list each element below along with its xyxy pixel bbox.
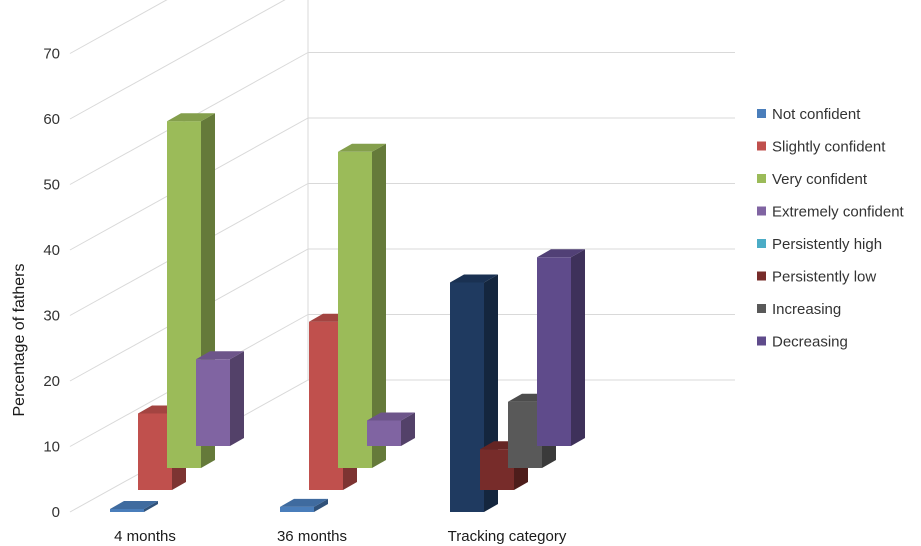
legend-label: Extremely confident — [772, 204, 905, 221]
category-label: 36 months — [277, 528, 347, 545]
bar-4m-extremely-confident-side — [230, 351, 244, 446]
bar-4m-not-confident — [110, 501, 158, 512]
legend-swatch — [757, 109, 766, 118]
bar-36m-extremely-confident-front — [367, 420, 401, 446]
legend-label: Very confident — [772, 171, 868, 188]
legend-label: Decreasing — [772, 334, 848, 351]
bar-tracking-decreasing — [537, 249, 585, 446]
legend-item: Persistently high — [757, 236, 882, 253]
bar-tracking-decreasing-top — [537, 249, 585, 258]
legend-item: Decreasing — [757, 334, 848, 351]
legend-label: Persistently high — [772, 236, 882, 253]
bar-tracking-persistently-high-top — [450, 274, 498, 283]
legend-label: Not confident — [772, 106, 861, 123]
bar-36m-not-confident-front — [280, 506, 314, 512]
y-tick-label: 60 — [43, 111, 60, 128]
y-axis-label: Percentage of fathers — [11, 264, 28, 417]
y-tick-label: 30 — [43, 308, 60, 325]
bar-36m-extremely-confident — [367, 412, 415, 446]
y-tick-label: 70 — [43, 46, 60, 63]
bar-36m-not-confident-side — [314, 498, 328, 512]
legend-swatch — [757, 336, 766, 346]
legend-swatch — [757, 206, 766, 216]
legend-swatch — [757, 304, 766, 313]
bar-tracking-decreasing-side — [571, 249, 585, 446]
legend-label: Persistently low — [772, 269, 876, 286]
category-labels: 4 months 36 months Tracking category — [114, 528, 567, 545]
legend-item: Extremely confident — [757, 204, 905, 221]
legend-item: Very confident — [757, 171, 868, 188]
y-tick-label: 0 — [52, 504, 60, 521]
bar-36m-not-confident — [280, 498, 328, 512]
legend-swatch — [757, 271, 766, 281]
bar-36m-very-confident-front — [338, 151, 372, 469]
y-axis-ticks: 0 10 20 30 40 50 60 70 — [43, 46, 60, 522]
legend-item: Slightly confident — [757, 139, 886, 156]
bar-36m-very-confident-top — [338, 143, 386, 152]
legend-label: Slightly confident — [772, 139, 886, 156]
bar-tracking-persistently-high-front — [450, 282, 484, 512]
bar-4m-extremely-confident-front — [196, 359, 230, 446]
category-label: Tracking category — [448, 528, 567, 545]
legend-swatch — [757, 239, 766, 248]
bar-tracking-increasing-front — [508, 401, 542, 468]
bar-36m-slightly-confident-front — [309, 321, 343, 490]
legend-item: Not confident — [757, 106, 861, 123]
bar-4m-not-confident-side — [144, 501, 158, 512]
bar-4m-very-confident-top — [167, 113, 215, 122]
legend-swatch — [757, 141, 766, 151]
bar-4m-very-confident-front — [167, 121, 201, 468]
y-tick-label: 40 — [43, 242, 60, 259]
bar-36m-not-confident-top — [280, 498, 328, 507]
bar-4m-not-confident-top — [110, 501, 158, 509]
category-label: 4 months — [114, 528, 176, 545]
bar-4m-extremely-confident-top — [196, 351, 244, 360]
legend-item: Increasing — [757, 301, 841, 318]
y-tick-label: 20 — [43, 373, 60, 390]
bar-36m-very-confident — [338, 143, 386, 469]
bar-4m-not-confident-front — [110, 509, 144, 512]
bar-36m-extremely-confident-side — [401, 412, 415, 446]
grid-diagonal — [69, 0, 168, 54]
bar-tracking-decreasing-front — [537, 257, 571, 446]
legend-item: Persistently low — [757, 269, 876, 286]
legend: Not confident Slightly confident Very conf… — [757, 106, 905, 351]
bar-36m-very-confident-side — [372, 143, 386, 469]
y-tick-label: 50 — [43, 177, 60, 194]
bars — [110, 113, 585, 512]
legend-label: Increasing — [772, 301, 841, 318]
bar-4m-slightly-confident-front — [138, 413, 172, 490]
y-tick-label: 10 — [43, 439, 60, 456]
bar-4m-extremely-confident — [196, 351, 244, 446]
grid-diagonal — [69, 0, 286, 120]
bar-36m-extremely-confident-top — [367, 412, 415, 421]
legend-swatch — [757, 174, 766, 183]
